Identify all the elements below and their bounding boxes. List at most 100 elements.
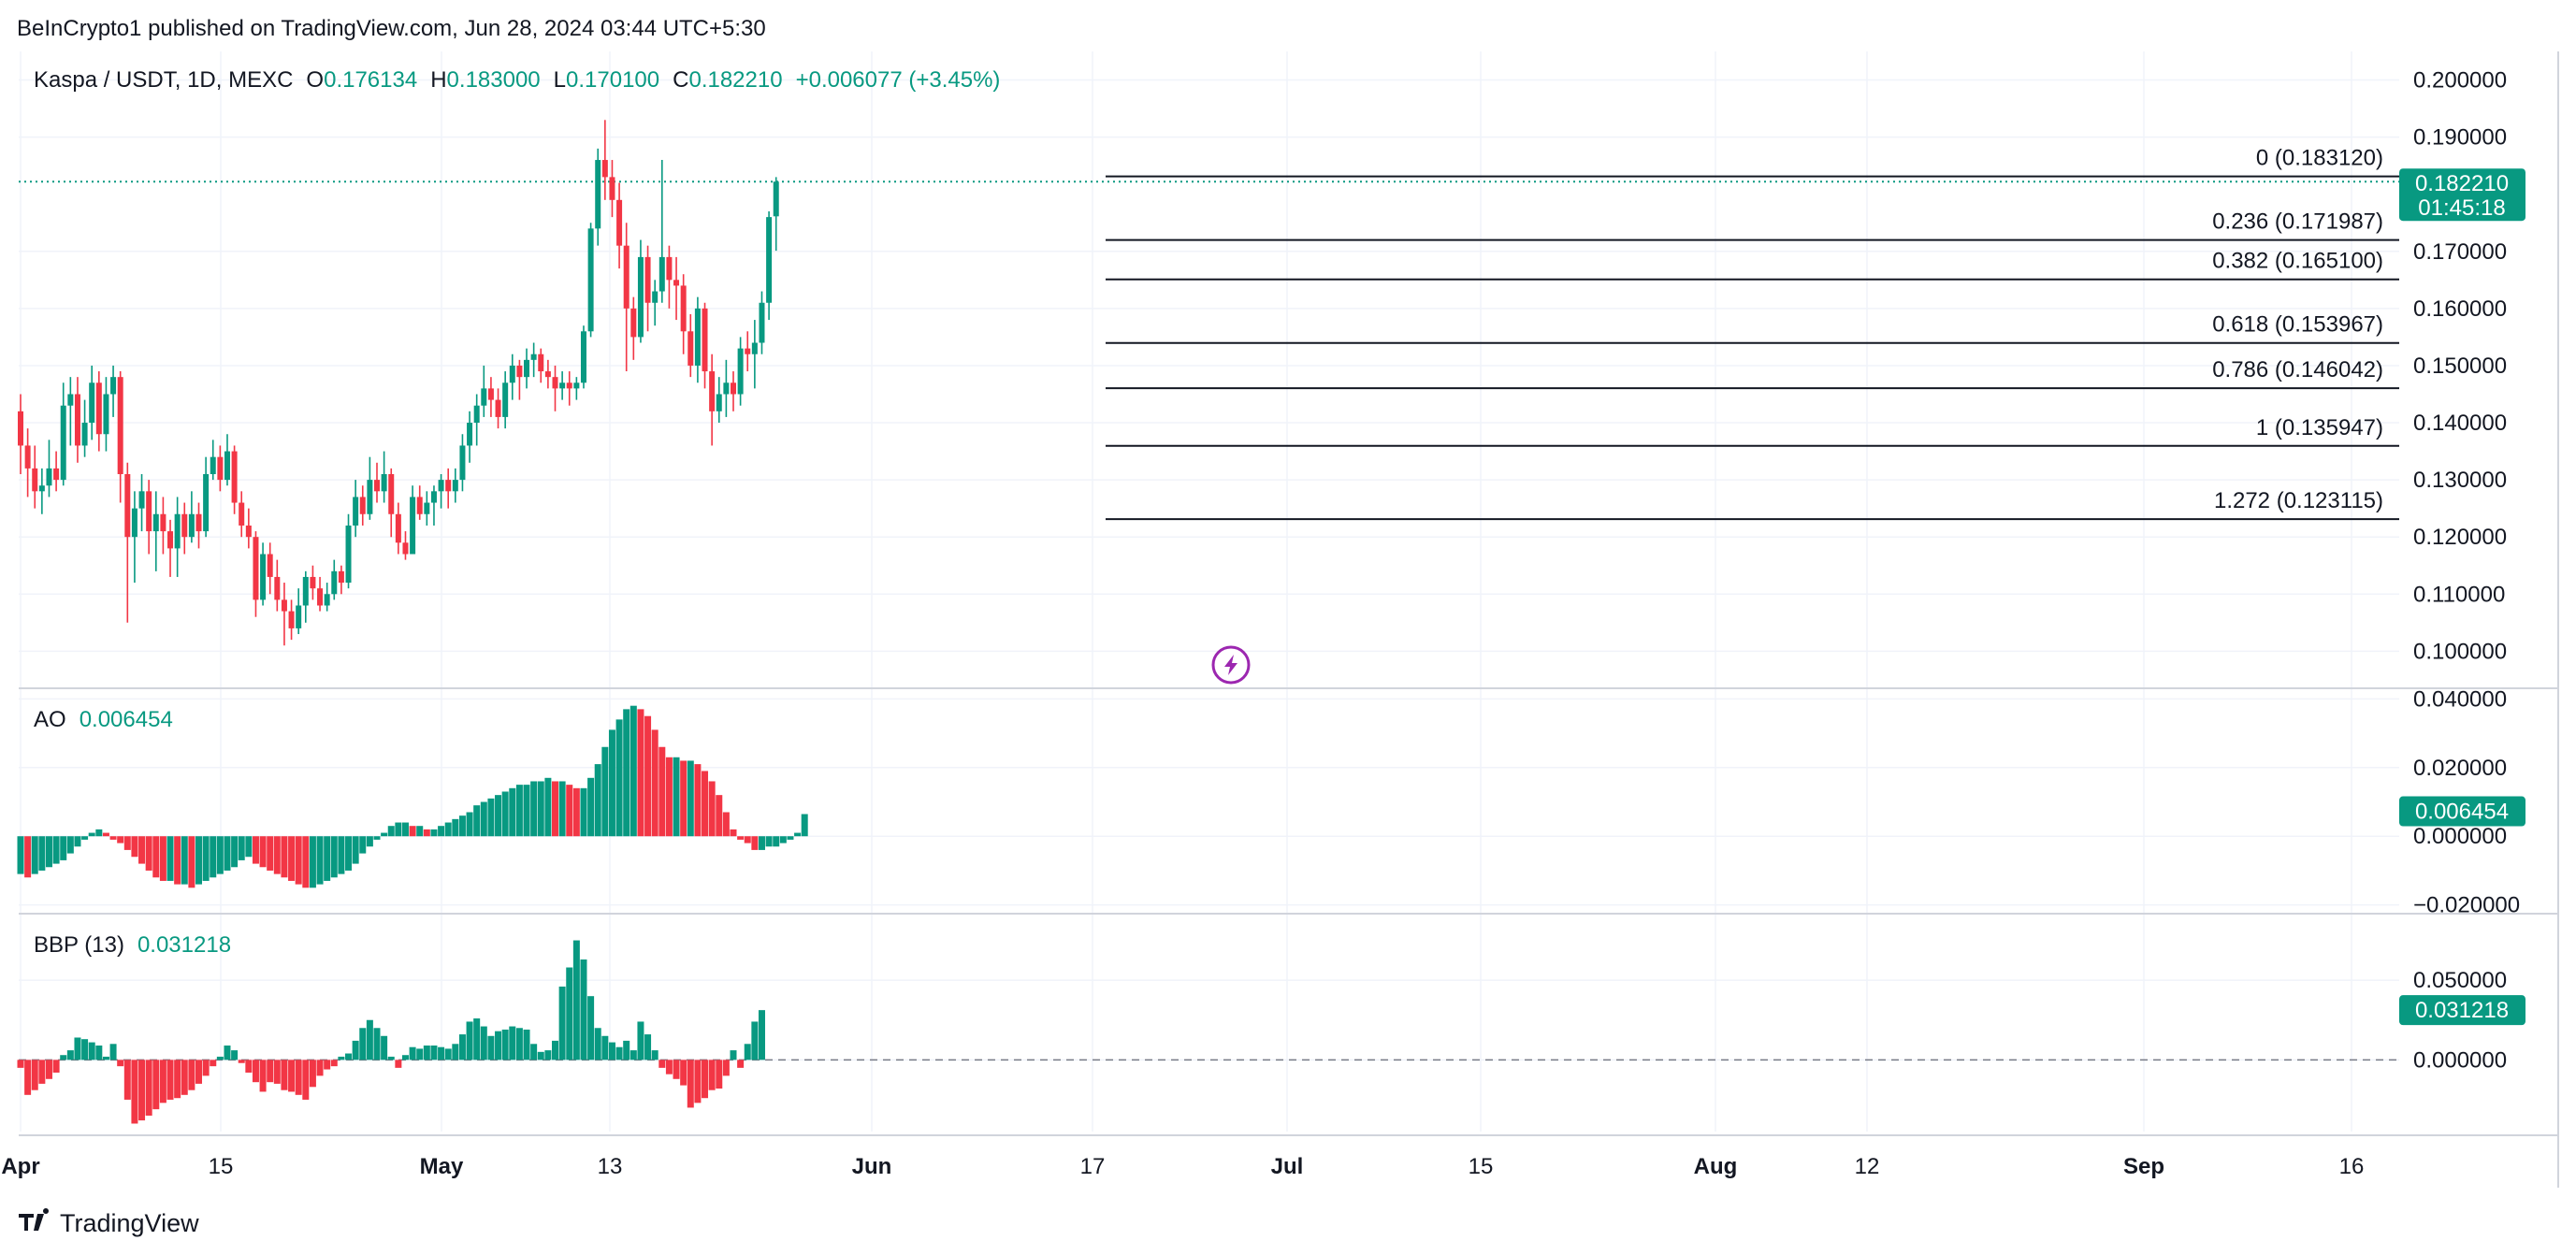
bbp-bar [288, 1060, 296, 1092]
candle-body [381, 474, 387, 492]
ao-bar [744, 836, 751, 844]
ao-bar [102, 832, 109, 837]
x-tick-label: Aug [1694, 1154, 1738, 1179]
bbp-bar [658, 1060, 666, 1068]
y-tick-label: 0.190000 [2413, 125, 2507, 151]
candle-body [239, 502, 245, 526]
bbp-bar [708, 1060, 716, 1090]
ao-bar [665, 757, 673, 837]
ao-bar [181, 836, 188, 885]
candle-body [224, 451, 230, 481]
candle-body [38, 485, 45, 492]
bbp-bar [224, 1046, 231, 1060]
ao-bar [480, 801, 487, 837]
candle-body [110, 377, 117, 395]
ao-bar [88, 832, 95, 837]
bbp-bar [338, 1056, 345, 1060]
ao-bar [373, 836, 381, 840]
x-tick-label: 16 [2339, 1154, 2365, 1179]
candle-body [152, 513, 159, 532]
candle-body [296, 605, 302, 628]
candle-body [89, 382, 95, 424]
ao-bar [281, 836, 288, 878]
bbp-bar [109, 1044, 117, 1060]
ao-bar [330, 836, 338, 878]
candle-body [117, 377, 123, 474]
bbp-bar [722, 1060, 730, 1076]
x-tick-label: Jun [852, 1154, 892, 1179]
bbp-bar [45, 1060, 52, 1079]
candle-body [702, 308, 708, 372]
ao-bar [558, 781, 566, 837]
ao-bar [60, 836, 67, 860]
bbp-bar [572, 940, 580, 1060]
bbp-histogram [17, 940, 2399, 1124]
bbp-bar [131, 1060, 138, 1124]
ao-y-tick-label: 0.000000 [2413, 824, 2507, 849]
candle-body [573, 382, 580, 389]
candle-body [210, 456, 216, 474]
candle-body [716, 394, 722, 411]
candle-body [644, 256, 651, 303]
ao-bar [552, 781, 558, 837]
y-tick-label: 0.170000 [2413, 239, 2507, 265]
fibonacci-retracement[interactable]: 0 (0.183120) 0.236 (0.171987) 0.382 (0.165… [1106, 146, 2399, 521]
ao-bar [273, 836, 281, 874]
ao-bar [295, 836, 302, 885]
ao-bar [245, 836, 253, 858]
candle-body [658, 256, 665, 292]
candle-body [359, 497, 366, 514]
candle-body [773, 181, 779, 217]
ao-bar [252, 836, 259, 864]
candle-body [473, 405, 480, 424]
ao-bar [324, 836, 331, 881]
bbp-bar [38, 1060, 46, 1084]
bbp-bar [52, 1060, 60, 1073]
bbp-bar [60, 1055, 67, 1060]
candle-body [623, 245, 630, 309]
candle-body [410, 497, 416, 555]
low-value: 0.170100 [566, 67, 659, 93]
ao-bar [730, 829, 737, 837]
candle-body [288, 611, 295, 628]
candle-body [281, 599, 287, 612]
candle-body [530, 353, 537, 360]
ao-bar [145, 836, 152, 871]
bbp-bar [31, 1060, 38, 1090]
candle-body [317, 588, 324, 606]
bbp-bar [644, 1034, 652, 1060]
ao-bar [430, 829, 438, 837]
bbp-bar [594, 1028, 601, 1060]
close-value: 0.182210 [688, 67, 782, 93]
candle-body [509, 365, 515, 383]
candle-body [345, 525, 352, 584]
candle-body [745, 348, 751, 354]
bbp-bar [530, 1044, 538, 1060]
lightning-icon[interactable] [1211, 645, 1251, 685]
candle-body [181, 513, 188, 538]
ao-bar [694, 764, 702, 837]
candle-body [516, 365, 523, 378]
bbp-bar [316, 1060, 324, 1076]
bbp-bar [181, 1060, 188, 1095]
bbp-y-tick-label: 0.050000 [2413, 968, 2507, 993]
bbp-bar [608, 1042, 615, 1060]
ao-bar [487, 798, 495, 837]
ao-bar [288, 836, 296, 881]
candle-body [424, 502, 430, 514]
bbp-bar [702, 1060, 709, 1099]
bbp-bar [123, 1060, 131, 1100]
candle-body [174, 513, 181, 549]
bbp-bar [210, 1060, 217, 1067]
candle-body [467, 423, 473, 446]
ao-tag-value: 0.006454 [2415, 800, 2509, 825]
ao-bar [366, 836, 373, 847]
bbp-bar [74, 1037, 81, 1060]
candle-body [245, 525, 252, 538]
ao-bar [615, 719, 623, 837]
bbp-bar [259, 1060, 267, 1092]
fib-level-label: 0.786 (0.146042) [2212, 357, 2383, 382]
bbp-bar [430, 1046, 438, 1060]
candle-body [203, 474, 210, 532]
